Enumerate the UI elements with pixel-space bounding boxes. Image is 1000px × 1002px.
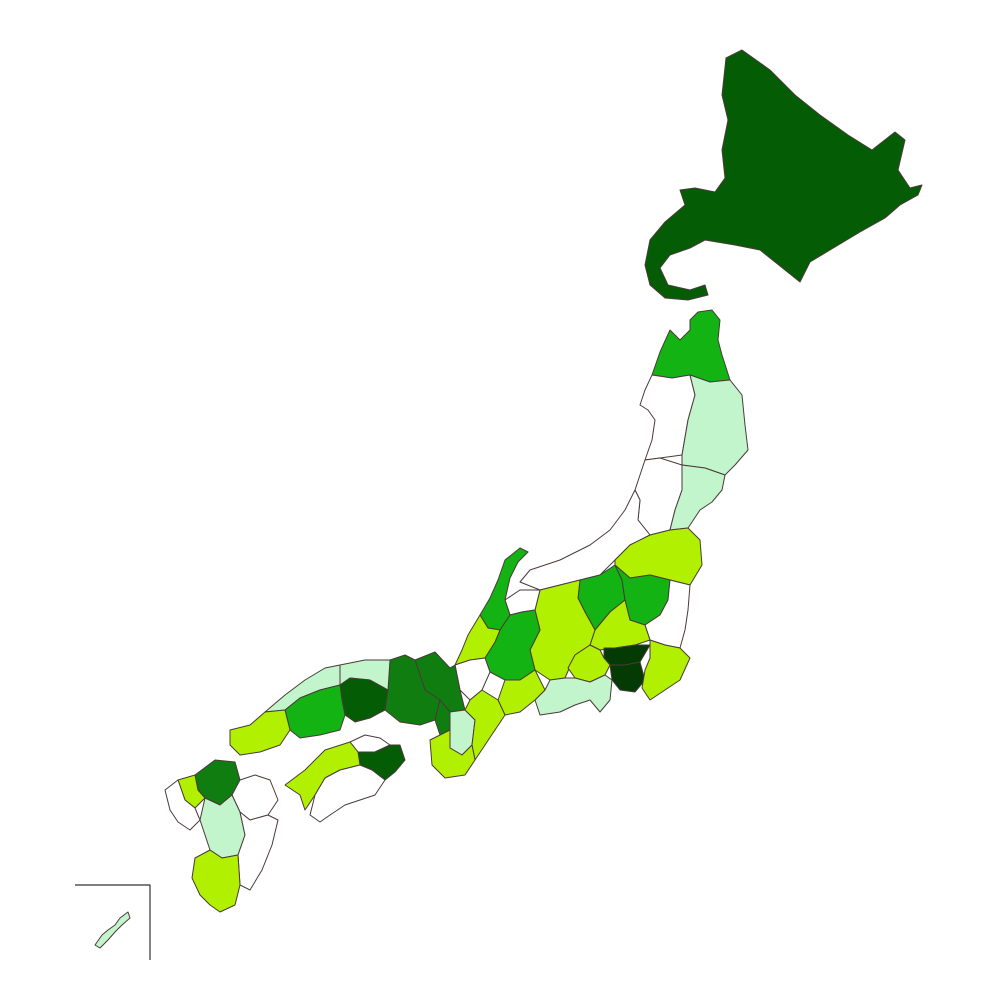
prefecture-shiga[interactable] — [454, 657, 491, 701]
prefecture-kochi[interactable] — [309, 764, 386, 823]
prefecture-kanagawa[interactable] — [609, 661, 646, 693]
prefecture-okinawa[interactable] — [94, 911, 131, 949]
prefecture-kagoshima[interactable] — [191, 849, 241, 913]
prefecture-iwate[interactable] — [681, 374, 749, 476]
prefecture-wakayama[interactable] — [429, 729, 476, 779]
prefecture-tokyo[interactable] — [603, 644, 651, 666]
prefecture-shizuoka[interactable] — [534, 674, 613, 716]
prefecture-chiba[interactable] — [641, 639, 691, 701]
prefecture-hokkaido[interactable] — [644, 49, 923, 301]
prefecture-yamaguchi[interactable] — [229, 709, 291, 756]
prefecture-miyagi[interactable] — [669, 464, 726, 531]
okinawa-inset-frame — [75, 884, 151, 960]
prefecture-aomori[interactable] — [651, 309, 731, 383]
prefecture-miyazaki[interactable] — [237, 811, 279, 891]
prefecture-yamanashi[interactable] — [567, 644, 611, 683]
prefecture-hiroshima[interactable] — [284, 684, 346, 739]
